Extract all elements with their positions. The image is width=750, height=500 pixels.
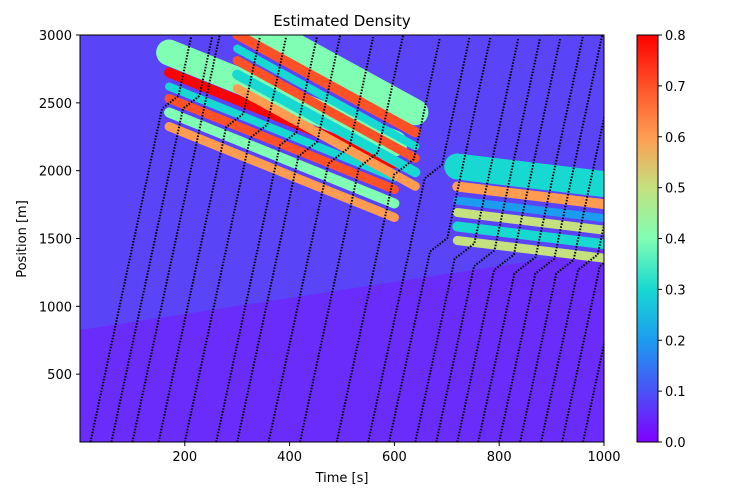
vehicle-trajectory bbox=[335, 38, 441, 442]
x-axis-label: Time [s] bbox=[315, 471, 369, 486]
vehicle-trajectory bbox=[498, 35, 604, 442]
x-tick-label: 600 bbox=[382, 450, 407, 465]
congestion-band bbox=[164, 107, 400, 209]
vehicle-trajectory bbox=[183, 36, 288, 442]
colorbar-tick-label: 0.5 bbox=[665, 182, 686, 197]
y-tick-label: 2500 bbox=[39, 97, 72, 112]
y-tick-label: 3000 bbox=[39, 29, 72, 44]
colorbar-tick-label: 0.6 bbox=[665, 131, 686, 146]
y-tick-label: 500 bbox=[47, 368, 72, 383]
low-density-region bbox=[80, 250, 604, 442]
vehicle-trajectory bbox=[519, 113, 604, 442]
congestion-band bbox=[232, 56, 420, 163]
congestion-band bbox=[453, 196, 604, 223]
vehicle-trajectory bbox=[582, 339, 604, 442]
x-tick-label: 1000 bbox=[587, 450, 620, 465]
vehicle-trajectory bbox=[561, 261, 604, 442]
colorbar-axis: 0.0 0.1 0.2 0.3 0.4 0.5 0.6 0.7 0.8 bbox=[658, 29, 686, 451]
congestion-band bbox=[452, 181, 604, 210]
y-tick-label: 1000 bbox=[39, 300, 72, 315]
congestion-band bbox=[164, 122, 399, 222]
colorbar-tick-label: 0.4 bbox=[665, 233, 686, 248]
colorbar-tick-label: 0.7 bbox=[665, 80, 686, 95]
vehicle-trajectory bbox=[267, 36, 375, 442]
x-axis: 200 400 600 800 1000 bbox=[172, 442, 621, 465]
vehicle-trajectory bbox=[131, 35, 221, 442]
heatmap-area bbox=[80, 35, 604, 442]
colorbar-tick-label: 0.1 bbox=[665, 385, 686, 400]
vehicle-trajectory bbox=[299, 35, 404, 442]
y-tick-label: 2000 bbox=[39, 165, 72, 180]
colorbar-tick-label: 0.3 bbox=[665, 283, 686, 298]
x-tick-label: 800 bbox=[487, 450, 512, 465]
congestion-band bbox=[165, 82, 399, 182]
vehicle-trajectory bbox=[456, 38, 562, 442]
vehicle-trajectory bbox=[388, 36, 492, 442]
colorbar-tick-label: 0.0 bbox=[665, 436, 686, 451]
congestion-band bbox=[452, 221, 604, 250]
vehicle-trajectory bbox=[414, 38, 520, 442]
colorbar-tick-label: 0.2 bbox=[665, 334, 686, 349]
congestion-band bbox=[452, 236, 604, 263]
colorbar bbox=[636, 34, 659, 443]
vehicle-trajectory bbox=[540, 220, 604, 442]
congestion-band bbox=[232, 84, 420, 191]
x-tick-label: 400 bbox=[277, 450, 302, 465]
x-tick-label: 200 bbox=[172, 450, 197, 465]
congestion-band bbox=[232, 69, 421, 178]
vehicle-trajectory bbox=[477, 36, 584, 442]
y-axis: 500 1000 1500 2000 2500 3000 bbox=[39, 29, 80, 383]
vehicle-trajectories bbox=[89, 35, 604, 442]
y-tick-label: 1500 bbox=[39, 233, 72, 248]
vehicle-trajectory bbox=[435, 37, 542, 442]
vehicle-trajectory bbox=[367, 36, 471, 442]
colorbar-tick-label: 0.8 bbox=[665, 29, 686, 44]
chart-title: Estimated Density bbox=[273, 12, 411, 30]
congestion-band bbox=[452, 208, 604, 235]
vehicle-trajectory bbox=[236, 35, 342, 442]
y-axis-label: Position [m] bbox=[15, 200, 30, 278]
congestion-band bbox=[247, 35, 429, 126]
